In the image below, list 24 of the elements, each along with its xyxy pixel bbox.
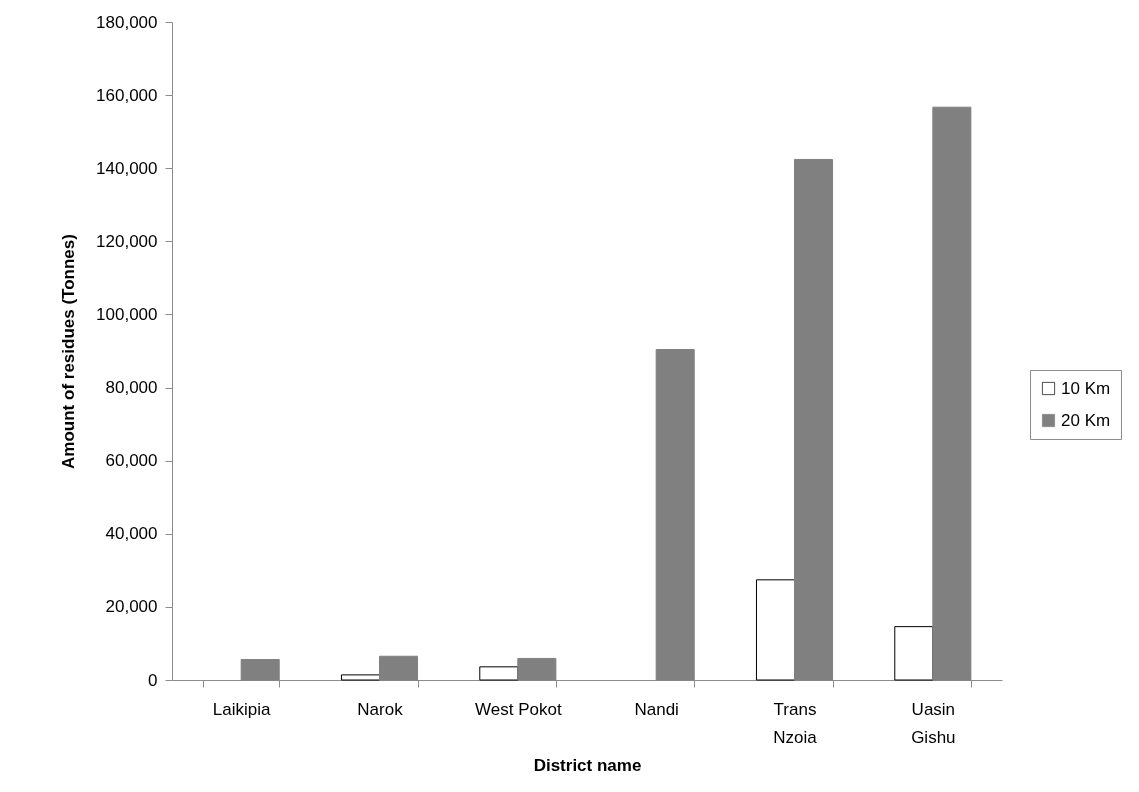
bar bbox=[340, 674, 380, 681]
y-tick-label: 160,000 bbox=[96, 85, 158, 105]
legend-label: 20 Km bbox=[1061, 410, 1111, 430]
y-axis-title: Amount of residues (Tonnes) bbox=[59, 234, 79, 469]
y-tick-label: 180,000 bbox=[96, 12, 158, 32]
x-tick-label: West Pokot bbox=[475, 699, 562, 719]
x-tick-label: Nandi bbox=[634, 699, 679, 719]
x-tick-label: Trans Nzoia bbox=[773, 699, 818, 747]
y-tick-label: 120,000 bbox=[96, 231, 158, 251]
x-tick-label: Narok bbox=[357, 699, 404, 719]
y-tick-label: 0 bbox=[148, 670, 158, 690]
x-axis-title: District name bbox=[533, 755, 642, 775]
bar bbox=[479, 666, 519, 681]
legend-label: 10 Km bbox=[1061, 378, 1111, 398]
y-tick-label: 40,000 bbox=[105, 524, 158, 544]
x-tick-label: Laikipia bbox=[212, 699, 272, 719]
bar bbox=[755, 579, 795, 681]
y-tick-label: 100,000 bbox=[96, 304, 158, 324]
bar bbox=[894, 626, 934, 681]
x-tick-label: Uasin Gishu bbox=[911, 699, 956, 747]
y-tick-label: 60,000 bbox=[105, 451, 158, 471]
y-tick-label: 140,000 bbox=[96, 158, 158, 178]
y-tick-label: 20,000 bbox=[105, 597, 158, 617]
y-tick-label: 80,000 bbox=[105, 378, 158, 398]
